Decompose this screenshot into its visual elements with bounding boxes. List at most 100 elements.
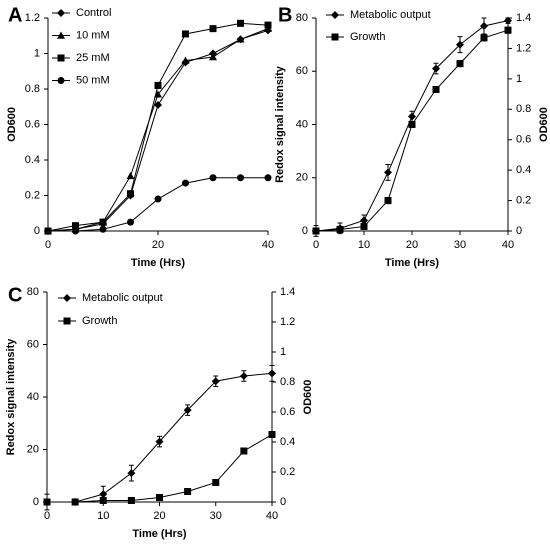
y2-tick-label: 0.8	[516, 103, 531, 115]
marker	[155, 437, 164, 446]
marker	[240, 447, 248, 455]
y2-tick-label: 1.4	[516, 12, 531, 24]
y2-tick-label: 1.2	[516, 42, 531, 54]
marker	[268, 431, 276, 438]
y-tick-label: 0	[33, 496, 39, 508]
y-axis-label: Redox signal intensity	[274, 65, 286, 183]
y-tick-label: 60	[296, 65, 308, 77]
y-tick-label: 0.4	[25, 154, 40, 166]
y-tick-label: 0.6	[25, 118, 40, 130]
marker	[183, 406, 192, 415]
x-tick-label: 20	[152, 239, 164, 251]
marker	[209, 53, 217, 61]
marker	[99, 490, 108, 499]
y2-tick-label: 0	[280, 496, 286, 508]
marker	[236, 35, 245, 43]
marker	[72, 227, 79, 235]
marker	[154, 90, 162, 98]
x-tick-label: 20	[406, 239, 418, 251]
y-tick-label: 0.2	[25, 189, 40, 201]
marker	[237, 19, 244, 27]
legend-label: Control	[76, 7, 111, 19]
marker	[44, 227, 52, 235]
y2-tick-label: 0.2	[516, 194, 531, 206]
y-tick-label: 40	[27, 391, 39, 403]
marker	[209, 174, 217, 182]
marker	[182, 179, 189, 187]
marker	[99, 225, 107, 233]
marker	[212, 479, 220, 486]
x-axis-label: Time (Hrs)	[132, 528, 187, 540]
marker	[432, 86, 440, 94]
marker	[127, 497, 135, 504]
y-tick-label: 80	[296, 12, 308, 24]
marker	[456, 60, 464, 68]
panel-label: C	[8, 284, 22, 306]
y-tick-label: 20	[27, 443, 39, 455]
legend-label: 10 mM	[76, 29, 110, 41]
y-tick-label: 0	[34, 225, 40, 237]
marker	[72, 222, 79, 230]
y-tick-label: 1.2	[25, 12, 40, 24]
marker	[237, 174, 244, 182]
y2-tick-label: 0.8	[280, 376, 295, 388]
legend-marker	[57, 54, 65, 62]
marker	[71, 498, 79, 506]
x-tick-label: 0	[44, 510, 50, 522]
marker	[239, 372, 248, 380]
x-tick-label: 20	[153, 510, 165, 522]
marker	[312, 227, 320, 235]
marker	[99, 497, 107, 504]
marker	[126, 171, 135, 180]
x-tick-label: 10	[358, 239, 370, 251]
legend-label: Growth	[350, 31, 385, 43]
marker	[154, 81, 162, 89]
legend-marker	[57, 9, 65, 17]
y2-tick-label: 0	[516, 225, 522, 237]
marker	[127, 218, 134, 226]
marker	[336, 225, 344, 233]
legend-marker	[57, 31, 65, 39]
legend-label: 25 mM	[76, 52, 110, 64]
x-tick-label: 0	[45, 239, 51, 251]
marker	[211, 377, 220, 386]
y2-axis-label: OD600	[302, 380, 314, 415]
x-tick-label: 0	[313, 239, 319, 251]
legend-marker	[331, 33, 339, 41]
marker	[154, 100, 162, 109]
marker	[127, 469, 136, 478]
y2-tick-label: 0.6	[516, 134, 531, 146]
marker	[156, 494, 163, 501]
y2-tick-label: 0.4	[280, 436, 295, 448]
x-axis-label: Time (Hrs)	[385, 257, 440, 269]
x-axis-label: Time (Hrs)	[131, 257, 186, 269]
legend-marker	[63, 294, 71, 302]
panel-label: A	[8, 4, 22, 26]
y-tick-label: 40	[296, 118, 308, 130]
y-tick-label: 0.8	[25, 83, 40, 95]
y2-tick-label: 0.6	[280, 406, 295, 418]
y-tick-label: 80	[27, 286, 39, 298]
marker	[43, 498, 51, 506]
marker	[264, 174, 272, 182]
marker	[360, 222, 368, 230]
marker	[384, 197, 392, 205]
y2-axis-label: OD600	[538, 107, 550, 142]
legend-marker	[57, 77, 65, 84]
x-tick-label: 10	[97, 510, 109, 522]
marker	[408, 112, 416, 121]
y2-tick-label: 0.2	[280, 466, 295, 478]
marker	[99, 218, 107, 226]
y2-tick-label: 0.4	[516, 164, 531, 176]
marker	[264, 21, 272, 29]
series-line	[315, 29, 509, 232]
marker	[360, 216, 368, 225]
y-tick-label: 0	[302, 225, 308, 237]
x-tick-label: 30	[454, 239, 466, 251]
y2-tick-label: 1.2	[280, 316, 295, 328]
y-axis-label: OD600	[6, 107, 18, 142]
marker	[154, 195, 162, 203]
marker	[504, 16, 512, 25]
series-line	[48, 177, 268, 232]
